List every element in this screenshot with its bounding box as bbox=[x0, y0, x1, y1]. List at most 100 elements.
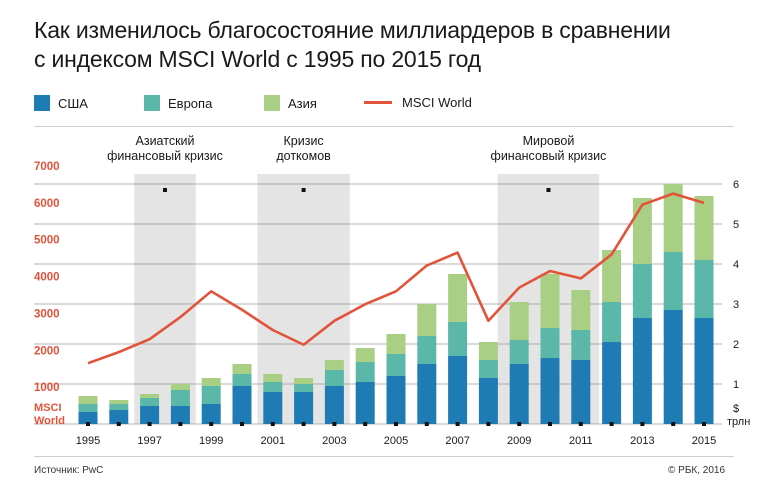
bar-segment bbox=[170, 406, 190, 424]
bar-segment bbox=[663, 184, 683, 252]
bar-segment bbox=[109, 404, 129, 410]
bar-segment bbox=[324, 386, 344, 424]
bar-segment bbox=[694, 196, 714, 260]
bar-segment bbox=[509, 340, 529, 364]
right-axis-unit-line2: трлн bbox=[727, 416, 750, 428]
year-tick-mark bbox=[671, 422, 676, 426]
bar-segment bbox=[140, 406, 160, 424]
x-tick-label: 2001 bbox=[261, 435, 285, 447]
bar-segment bbox=[294, 378, 314, 384]
year-tick-mark bbox=[424, 422, 429, 426]
left-tick-label: 1000 bbox=[34, 382, 60, 394]
bar-segment bbox=[140, 394, 160, 398]
bar-segment bbox=[694, 318, 714, 424]
annotation-line2: финансовый кризис bbox=[491, 149, 607, 163]
bar-segment bbox=[386, 334, 406, 354]
crisis-band bbox=[134, 174, 196, 424]
source-note: Источник: PwC bbox=[34, 465, 104, 476]
x-tick-label: 2015 bbox=[692, 435, 716, 447]
bar-segment bbox=[78, 396, 98, 404]
year-tick-mark bbox=[147, 422, 152, 426]
title-line-1: Как изменилось благосостояние миллиардер… bbox=[34, 17, 671, 43]
bar-segment bbox=[109, 400, 129, 404]
legend-label-asia: Азия bbox=[288, 95, 317, 111]
legend-swatch-europe bbox=[144, 95, 160, 111]
legend-swatch-asia bbox=[264, 95, 280, 111]
bar-segment bbox=[109, 410, 129, 424]
year-tick-mark bbox=[548, 422, 552, 426]
bar-segment bbox=[170, 384, 190, 390]
bar-segment bbox=[571, 330, 591, 360]
bar-segment bbox=[140, 398, 160, 406]
annotation-marker bbox=[163, 188, 167, 192]
annotation-marker bbox=[546, 188, 551, 192]
left-tick-label: 2000 bbox=[34, 345, 60, 357]
bar-segment bbox=[602, 250, 622, 302]
bar-segment bbox=[632, 198, 652, 264]
bar-segment bbox=[263, 382, 283, 392]
bar-segment bbox=[509, 364, 529, 424]
bar-segment bbox=[663, 310, 683, 424]
right-tick-label: 1 bbox=[733, 379, 739, 391]
top-divider bbox=[34, 126, 734, 127]
chart-title: Как изменилось благосостояние миллиардер… bbox=[34, 16, 754, 74]
bar-segment bbox=[632, 264, 652, 318]
bar-segment bbox=[386, 354, 406, 376]
year-tick-mark bbox=[363, 422, 368, 426]
right-tick-label: 6 bbox=[733, 179, 739, 191]
bar-segment bbox=[232, 364, 252, 374]
legend-item-usa: США bbox=[34, 95, 88, 111]
x-tick-label: 2009 bbox=[507, 435, 531, 447]
x-tick-label: 1997 bbox=[137, 435, 161, 447]
bar-segment bbox=[170, 390, 190, 406]
bar-segment bbox=[294, 392, 314, 424]
x-tick-label: 1999 bbox=[199, 435, 223, 447]
bar-segment bbox=[201, 386, 221, 404]
legend-label-usa: США bbox=[58, 95, 88, 111]
x-tick-label: 2005 bbox=[384, 435, 408, 447]
x-tick-label: 1995 bbox=[76, 435, 100, 447]
annotation-line1: Мировой bbox=[523, 134, 575, 148]
bar-segment bbox=[78, 404, 98, 412]
legend-item-europe: Европа bbox=[144, 95, 212, 111]
year-tick-mark bbox=[394, 422, 398, 426]
left-tick-label: 5000 bbox=[34, 235, 60, 247]
annotation-line2: финансовый кризис bbox=[107, 149, 223, 163]
bar-segment bbox=[448, 274, 468, 322]
bar-segment bbox=[232, 374, 252, 386]
bar-segment bbox=[540, 328, 560, 358]
legend-label-msci: MSCI World bbox=[402, 95, 472, 110]
bar-segment bbox=[417, 336, 437, 364]
bar-segment bbox=[386, 376, 406, 424]
year-tick-mark bbox=[86, 422, 90, 426]
year-tick-mark bbox=[301, 422, 306, 426]
bar-segment bbox=[448, 356, 468, 424]
annotation-line1: Азиатский bbox=[136, 134, 195, 148]
bar-segment bbox=[509, 302, 529, 340]
bar-segment bbox=[355, 348, 375, 362]
bar-segment bbox=[294, 384, 314, 392]
copyright-note: © РБК, 2016 bbox=[668, 465, 726, 476]
bar-segment bbox=[540, 274, 560, 328]
legend-label-europe: Европа bbox=[168, 95, 213, 111]
left-tick-label: 3000 bbox=[34, 308, 60, 320]
bar-segment bbox=[324, 360, 344, 370]
annotation-marker bbox=[301, 188, 306, 192]
year-tick-mark bbox=[209, 422, 214, 426]
bar-segment bbox=[540, 358, 560, 424]
year-tick-mark bbox=[702, 422, 706, 426]
legend-line-msci bbox=[364, 101, 392, 104]
annotation-line1: Кризис bbox=[284, 134, 324, 148]
right-tick-label: 2 bbox=[733, 339, 739, 351]
bar-segment bbox=[355, 362, 375, 382]
year-tick-mark bbox=[178, 422, 183, 426]
year-tick-mark bbox=[486, 422, 491, 426]
x-tick-label: 2011 bbox=[569, 435, 593, 447]
year-tick-mark bbox=[609, 422, 614, 426]
bar-segment bbox=[602, 302, 622, 342]
bar-segment bbox=[448, 322, 468, 356]
bar-segment bbox=[571, 360, 591, 424]
bar-segment bbox=[417, 364, 437, 424]
year-tick-mark bbox=[270, 422, 275, 426]
